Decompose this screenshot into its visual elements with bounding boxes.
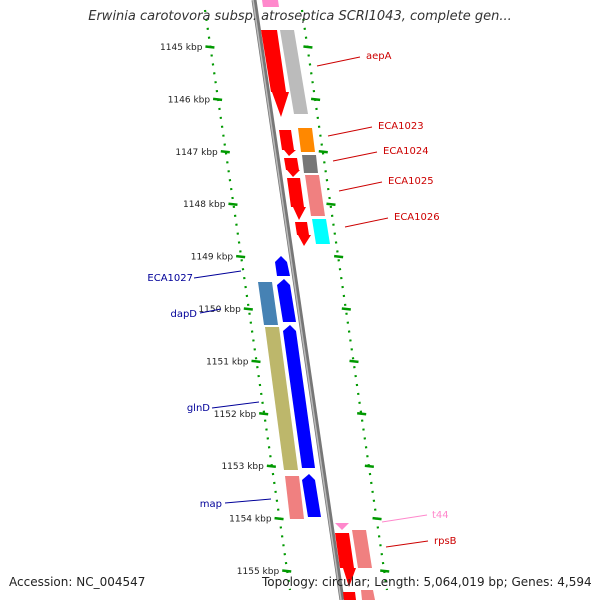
backbone-highlight [252,0,342,601]
tick-label-1151: 1151 kbp [206,357,249,367]
gene-t44[interactable] [335,523,349,530]
gene-ECA1027[interactable] [275,256,290,276]
top-trna-fragment [262,0,279,7]
gene-label-t44[interactable]: t44 [432,510,449,521]
leader-map [224,498,272,504]
tick-label-1149: 1149 kbp [191,253,234,263]
tick-outer-1154 [372,516,382,521]
leader-glnD [211,401,260,409]
tick-inner-1145 [205,45,215,49]
tick-inner-1153 [266,464,276,468]
tick-inner-1149 [236,254,246,259]
tick-outer-1148 [326,202,336,206]
tick-outer-1151 [349,359,359,364]
gene-map[interactable] [302,474,321,517]
cog-aepA [280,30,308,114]
gene-label-rpsB[interactable]: rpsB [434,536,457,547]
tick-outer-1149 [334,254,344,259]
gene-ECA1024[interactable] [284,158,300,177]
tick-inner-1154 [274,516,284,521]
gene-dapD[interactable] [277,279,296,322]
gene-labels: aepA ECA1023 ECA1024 ECA1025 ECA1026 t44 rpsB E… [147,51,457,548]
gene-label-ECA1026[interactable]: ECA1026 [394,212,440,223]
cog-ECA1023 [298,128,315,152]
gene-aepA[interactable] [261,30,289,117]
tick-label-1153: 1153 kbp [221,462,264,472]
gene-label-aepA[interactable]: aepA [366,51,392,62]
tick-marks: 1145 kbp 1146 kbp 1147 kbp 1148 kbp 1149 kbp… [160,43,390,577]
leader-t44 [381,514,428,523]
cog-ECA1025 [305,175,325,216]
leader-dapD [199,308,222,314]
tick-outer-1152 [357,412,367,416]
backbone [251,0,345,601]
cog-dapD [258,282,278,325]
tick-outer-1146 [310,97,321,102]
gene-label-ECA1023[interactable]: ECA1023 [378,121,424,132]
cog-rpsB [352,530,372,568]
tick-inner-1150 [243,307,253,311]
cog-map [285,476,304,519]
leader-ECA1023 [327,126,373,137]
tick-inner-1155 [282,569,292,573]
tick-label-1155: 1155 kbp [237,567,280,577]
tick-label-1152: 1152 kbp [214,410,257,420]
cog-ECA1026 [312,219,330,244]
accession-text: Accession: NC_004547 [9,575,146,589]
gene-ECA1023[interactable] [279,130,296,156]
gene-bottom-fragment [343,592,356,600]
tick-label-1154: 1154 kbp [229,515,272,525]
cog-glnD [265,327,298,470]
cog-ECA1024 [302,155,318,173]
gene-label-glnD[interactable]: glnD [187,403,210,414]
leader-ECA1024 [332,151,378,162]
leader-ECA1027 [193,270,242,279]
gene-ECA1026[interactable] [295,222,311,246]
tick-inner-1148 [228,202,238,206]
tick-label-1147: 1147 kbp [175,148,218,158]
gene-ECA1025[interactable] [287,178,306,220]
gene-rpsB[interactable] [335,533,356,587]
gene-label-ECA1027[interactable]: ECA1027 [147,273,193,284]
tick-outer-1147 [318,150,328,154]
leader-ECA1025 [338,181,383,192]
gene-label-ECA1025[interactable]: ECA1025 [388,176,434,187]
tick-outer-1150 [341,307,351,311]
map-title: Erwinia carotovora subsp. atroseptica SC… [88,9,512,24]
tick-inner-1147 [220,150,230,154]
tick-outer-1145 [303,45,313,49]
gene-label-map[interactable]: map [200,499,222,510]
tick-inner-1146 [212,97,223,102]
tick-label-1150: 1150 kbp [198,305,241,315]
tick-outer-1153 [364,464,374,468]
tick-inner-1152 [259,412,269,416]
tick-label-1148: 1148 kbp [183,200,226,210]
cog-bottom-fragment [361,590,375,600]
tick-label-1146: 1146 kbp [168,95,211,105]
tick-label-1145: 1145 kbp [160,43,203,53]
leader-ECA1026 [344,217,389,228]
leader-rpsB [385,540,429,548]
leader-aepA [316,56,361,67]
gene-glnD[interactable] [283,325,315,468]
gene-label-ECA1024[interactable]: ECA1024 [383,146,429,157]
tick-inner-1151 [251,359,261,364]
genome-summary-text: Topology: circular; Length: 5,064,019 bp… [262,575,592,589]
tick-outer-1155 [380,569,390,573]
gene-label-dapD[interactable]: dapD [170,309,197,320]
